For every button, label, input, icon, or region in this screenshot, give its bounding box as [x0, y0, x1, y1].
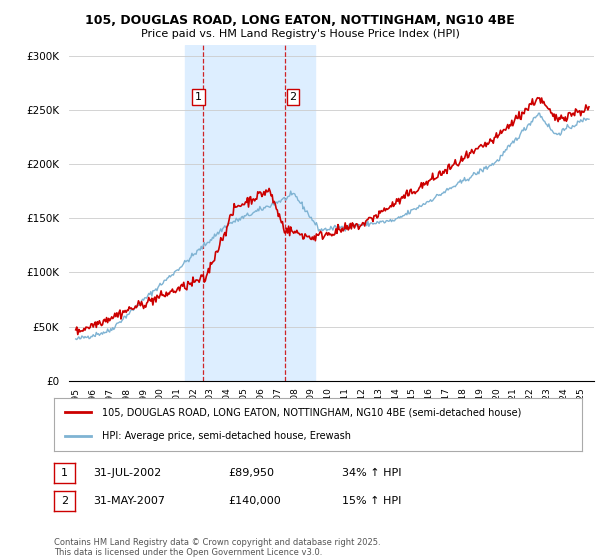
Text: 1: 1 — [61, 468, 68, 478]
Bar — [185, 45, 249, 381]
Text: HPI: Average price, semi-detached house, Erewash: HPI: Average price, semi-detached house,… — [101, 431, 350, 441]
Text: 105, DOUGLAS ROAD, LONG EATON, NOTTINGHAM, NG10 4BE (semi-detached house): 105, DOUGLAS ROAD, LONG EATON, NOTTINGHA… — [101, 408, 521, 418]
Text: £140,000: £140,000 — [228, 496, 281, 506]
Text: 2: 2 — [290, 92, 296, 102]
Bar — [249, 45, 314, 381]
Text: 15% ↑ HPI: 15% ↑ HPI — [342, 496, 401, 506]
Text: 31-JUL-2002: 31-JUL-2002 — [93, 468, 161, 478]
Text: Price paid vs. HM Land Registry's House Price Index (HPI): Price paid vs. HM Land Registry's House … — [140, 29, 460, 39]
Text: 105, DOUGLAS ROAD, LONG EATON, NOTTINGHAM, NG10 4BE: 105, DOUGLAS ROAD, LONG EATON, NOTTINGHA… — [85, 14, 515, 27]
Text: £89,950: £89,950 — [228, 468, 274, 478]
Text: Contains HM Land Registry data © Crown copyright and database right 2025.
This d: Contains HM Land Registry data © Crown c… — [54, 538, 380, 557]
Text: 31-MAY-2007: 31-MAY-2007 — [93, 496, 165, 506]
Text: 34% ↑ HPI: 34% ↑ HPI — [342, 468, 401, 478]
Text: 2: 2 — [61, 496, 68, 506]
Text: 1: 1 — [195, 92, 202, 102]
